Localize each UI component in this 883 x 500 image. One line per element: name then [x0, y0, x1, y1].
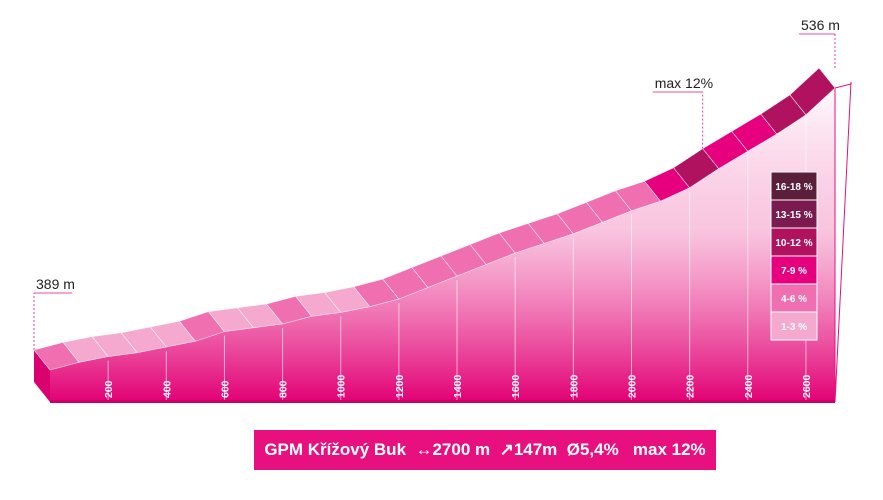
legend-label: 7-9 %: [781, 266, 807, 277]
x-tick-label: 1800: [568, 374, 580, 398]
x-tick-labels: 200 400 600 800 1000 1200 1400 1600 1800 2000 2200…: [103, 362, 850, 398]
legend-label: 16-18 %: [775, 182, 812, 193]
profile-left-side: [34, 350, 50, 402]
profile-base-line: [50, 400, 835, 403]
legend-label: 10-12 %: [775, 238, 812, 249]
grade-legend: 16-18 % 13-15 % 10-12 % 7-9 % 4-6 % 1-3 %: [770, 171, 818, 341]
x-tick-label: 1600: [510, 374, 522, 398]
legend-swatch: [770, 255, 818, 285]
legend-swatch: [770, 227, 818, 257]
x-tick-label: 800: [278, 380, 290, 398]
x-tick-label: 200: [103, 380, 115, 398]
x-tick-label: 1200: [394, 374, 406, 398]
x-tick-label: 2700 m: [838, 362, 850, 398]
x-tick-label: 2200: [685, 374, 697, 398]
segment-2600-2700: [789, 67, 836, 116]
legend-swatch: [770, 199, 818, 229]
legend-label: 4-6 %: [781, 294, 807, 305]
max-grade-label: max 12%: [655, 75, 713, 91]
profile-fill-area: [50, 88, 835, 402]
x-tick-label: 2400: [743, 374, 755, 398]
end-elevation-label: 536 m: [801, 17, 840, 33]
elevation-annotations: 389 m 536 m max 12%: [33, 17, 840, 350]
x-tick-label: 2000: [626, 374, 638, 398]
x-tick-label: 400: [161, 380, 173, 398]
x-tick-label: 600: [219, 380, 231, 398]
x-tick-label: 2600: [801, 374, 813, 398]
profile-front-face: [50, 88, 835, 402]
climb-summary-banner: GPM Křížový Buk ↔2700 m ↗147m Ø5,4% max …: [254, 430, 716, 470]
x-tick-label: 1000: [336, 374, 348, 398]
profile-base: [34, 81, 852, 403]
start-elevation-label: 389 m: [36, 276, 75, 292]
profile-top-segments: [33, 67, 836, 371]
profile-right-edge: [834, 81, 852, 403]
legend-label: 13-15 %: [775, 210, 812, 221]
x-tick-label: 1400: [452, 374, 464, 398]
legend-label: 1-3 %: [781, 322, 807, 333]
legend-swatch: [770, 311, 818, 341]
